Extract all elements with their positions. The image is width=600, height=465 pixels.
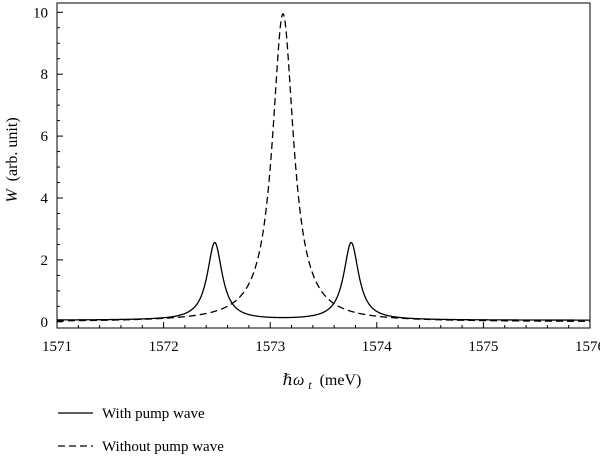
y-axis-label: W (arb. unit)	[4, 117, 21, 202]
y-tick-label: 2	[41, 253, 49, 269]
y-tick-label: 0	[41, 315, 49, 331]
series-line-2	[56, 13, 591, 322]
legend: With pump wave Without pump wave	[58, 406, 224, 455]
x-tick-label: 1576	[575, 339, 600, 355]
plot-frame	[56, 2, 591, 329]
y-axis-unit: (arb. unit)	[4, 117, 21, 181]
x-axis-label: ℏω t (meV)	[283, 372, 362, 393]
x-axis-subscript: t	[308, 378, 312, 392]
series-lines	[56, 13, 591, 322]
x-tick-label: 1572	[149, 339, 179, 355]
x-tick-label: 1571	[42, 339, 72, 355]
y-tick-label: 6	[41, 129, 49, 145]
y-axis-symbol: W	[4, 188, 21, 203]
x-axis-unit: (meV)	[320, 372, 362, 389]
y-tick-label: 10	[33, 5, 48, 21]
plot-border	[56, 2, 591, 329]
legend-label-2: Without pump wave	[102, 439, 224, 455]
y-tick-label: 8	[41, 67, 49, 83]
series-line-1	[57, 241, 590, 321]
x-tick-label: 1575	[468, 339, 498, 355]
y-tick-label: 4	[41, 191, 49, 207]
x-tick-label: 1574	[362, 339, 393, 355]
y-axis-ticks: 0 2 4 6 8 10	[33, 5, 63, 331]
x-axis-symbol: ℏω	[283, 372, 305, 389]
x-axis-ticks: 1571 1572 1573 1574 1575 1576	[42, 322, 600, 355]
x-tick-label: 1573	[255, 339, 285, 355]
legend-label-1: With pump wave	[102, 406, 205, 422]
